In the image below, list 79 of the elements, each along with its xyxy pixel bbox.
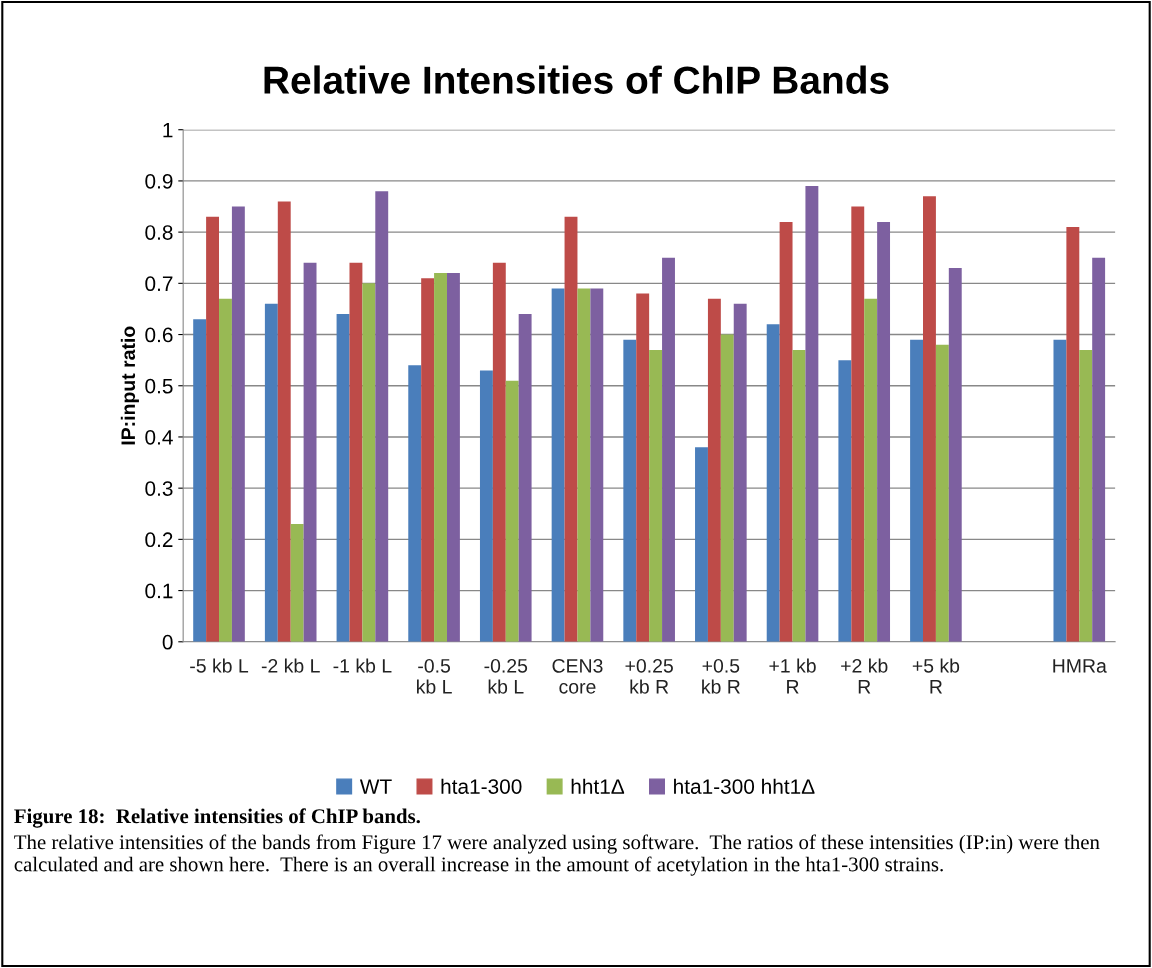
bar: [375, 191, 389, 642]
bar: [577, 288, 591, 642]
bar: [766, 324, 780, 642]
y-tick-label: 0.6: [145, 327, 173, 343]
legend-label: hta1-300 hht1Δ: [674, 778, 815, 794]
bar: [935, 344, 949, 642]
bar: [720, 334, 734, 642]
y-tick-label: 1: [163, 122, 173, 138]
bar: [434, 273, 447, 642]
x-tick-label: -5 kb L: [190, 658, 249, 673]
bar: [733, 303, 747, 642]
bar: [1079, 349, 1093, 642]
bar: [336, 314, 350, 642]
bar: [590, 288, 604, 642]
y-tick-label: 0.9: [145, 173, 173, 189]
caption: Figure 18: Relative intensities of ChIP bands.: [14, 808, 420, 828]
bar: [649, 349, 663, 642]
bar: [505, 380, 519, 642]
bar: [518, 314, 532, 642]
bar: [290, 524, 304, 642]
bar: [864, 298, 878, 642]
x-tick-label: CEN3 core: [552, 658, 603, 694]
bar: [910, 339, 924, 642]
bar: [805, 186, 819, 642]
text: The relative intensities of the bands from Figure 17 were analyzed using software. The ratios of these intensities (IP:in) were then calculated and are shown here. There is an overall increase in the amount of acetylation in the hta1-300 strains.: [14, 834, 1100, 876]
bar: [231, 206, 245, 642]
y-tick-label: 0.5: [145, 378, 173, 394]
bar: [695, 447, 708, 642]
bar: [479, 370, 493, 642]
bar: [707, 298, 721, 642]
bar: [421, 278, 435, 642]
legend-label: hta1-300: [441, 778, 522, 794]
bar: [923, 196, 936, 642]
bar: [551, 288, 565, 642]
bar: [206, 216, 220, 642]
bar: [277, 201, 291, 642]
x-tick-label: +0.25 kb R: [625, 658, 673, 694]
y-axis-title: IP:input ratio: [120, 326, 139, 445]
x-tick-label: -0.5 kb L: [417, 658, 452, 694]
bar: [636, 293, 650, 642]
y-tick-label: 0.4: [145, 429, 173, 445]
bar: [1053, 339, 1067, 642]
x-tick-label: -2 kb L: [261, 658, 320, 673]
bar: [564, 216, 578, 642]
y-tick-label: 0.8: [145, 225, 173, 240]
x-tick-label: +2 kb R: [841, 658, 888, 694]
legend-label: hht1Δ: [571, 778, 625, 794]
y-tick-label: 0.1: [145, 583, 173, 599]
x-tick-label: +0.5 kb R: [702, 658, 740, 694]
bar: [408, 365, 422, 642]
y-tick-label: 0: [162, 634, 173, 650]
x-tick-label: +1 kb R: [769, 658, 816, 694]
bar: [349, 262, 363, 642]
x-tick-label: -0.25 kb L: [484, 658, 528, 694]
y-tick-label: 0.3: [145, 481, 173, 496]
bar: [877, 221, 891, 642]
bar: [851, 206, 865, 642]
bar: [219, 298, 232, 642]
bar: [446, 273, 460, 642]
x-tick-label: HMRa: [1053, 659, 1107, 673]
x-tick-label: -1 kb L: [333, 658, 392, 673]
bar: [623, 339, 637, 642]
bar: [1092, 257, 1106, 642]
chart-title: Relative Intensities of ChIP Bands: [264, 65, 889, 94]
bar: [838, 360, 852, 642]
y-tick-label: 0.2: [145, 532, 173, 548]
bar: [303, 262, 317, 642]
bar: [1066, 227, 1080, 642]
bar: [264, 303, 278, 642]
bar: [662, 257, 675, 642]
bar: [193, 319, 207, 642]
bar: [779, 221, 793, 642]
x-tick-label: +5 kb R: [912, 658, 960, 694]
bar: [492, 262, 506, 642]
bar: [948, 267, 962, 642]
bar: [792, 349, 806, 642]
bar: [362, 283, 376, 642]
y-tick-label: 0.7: [145, 276, 173, 292]
legend-label: WT: [359, 779, 392, 794]
